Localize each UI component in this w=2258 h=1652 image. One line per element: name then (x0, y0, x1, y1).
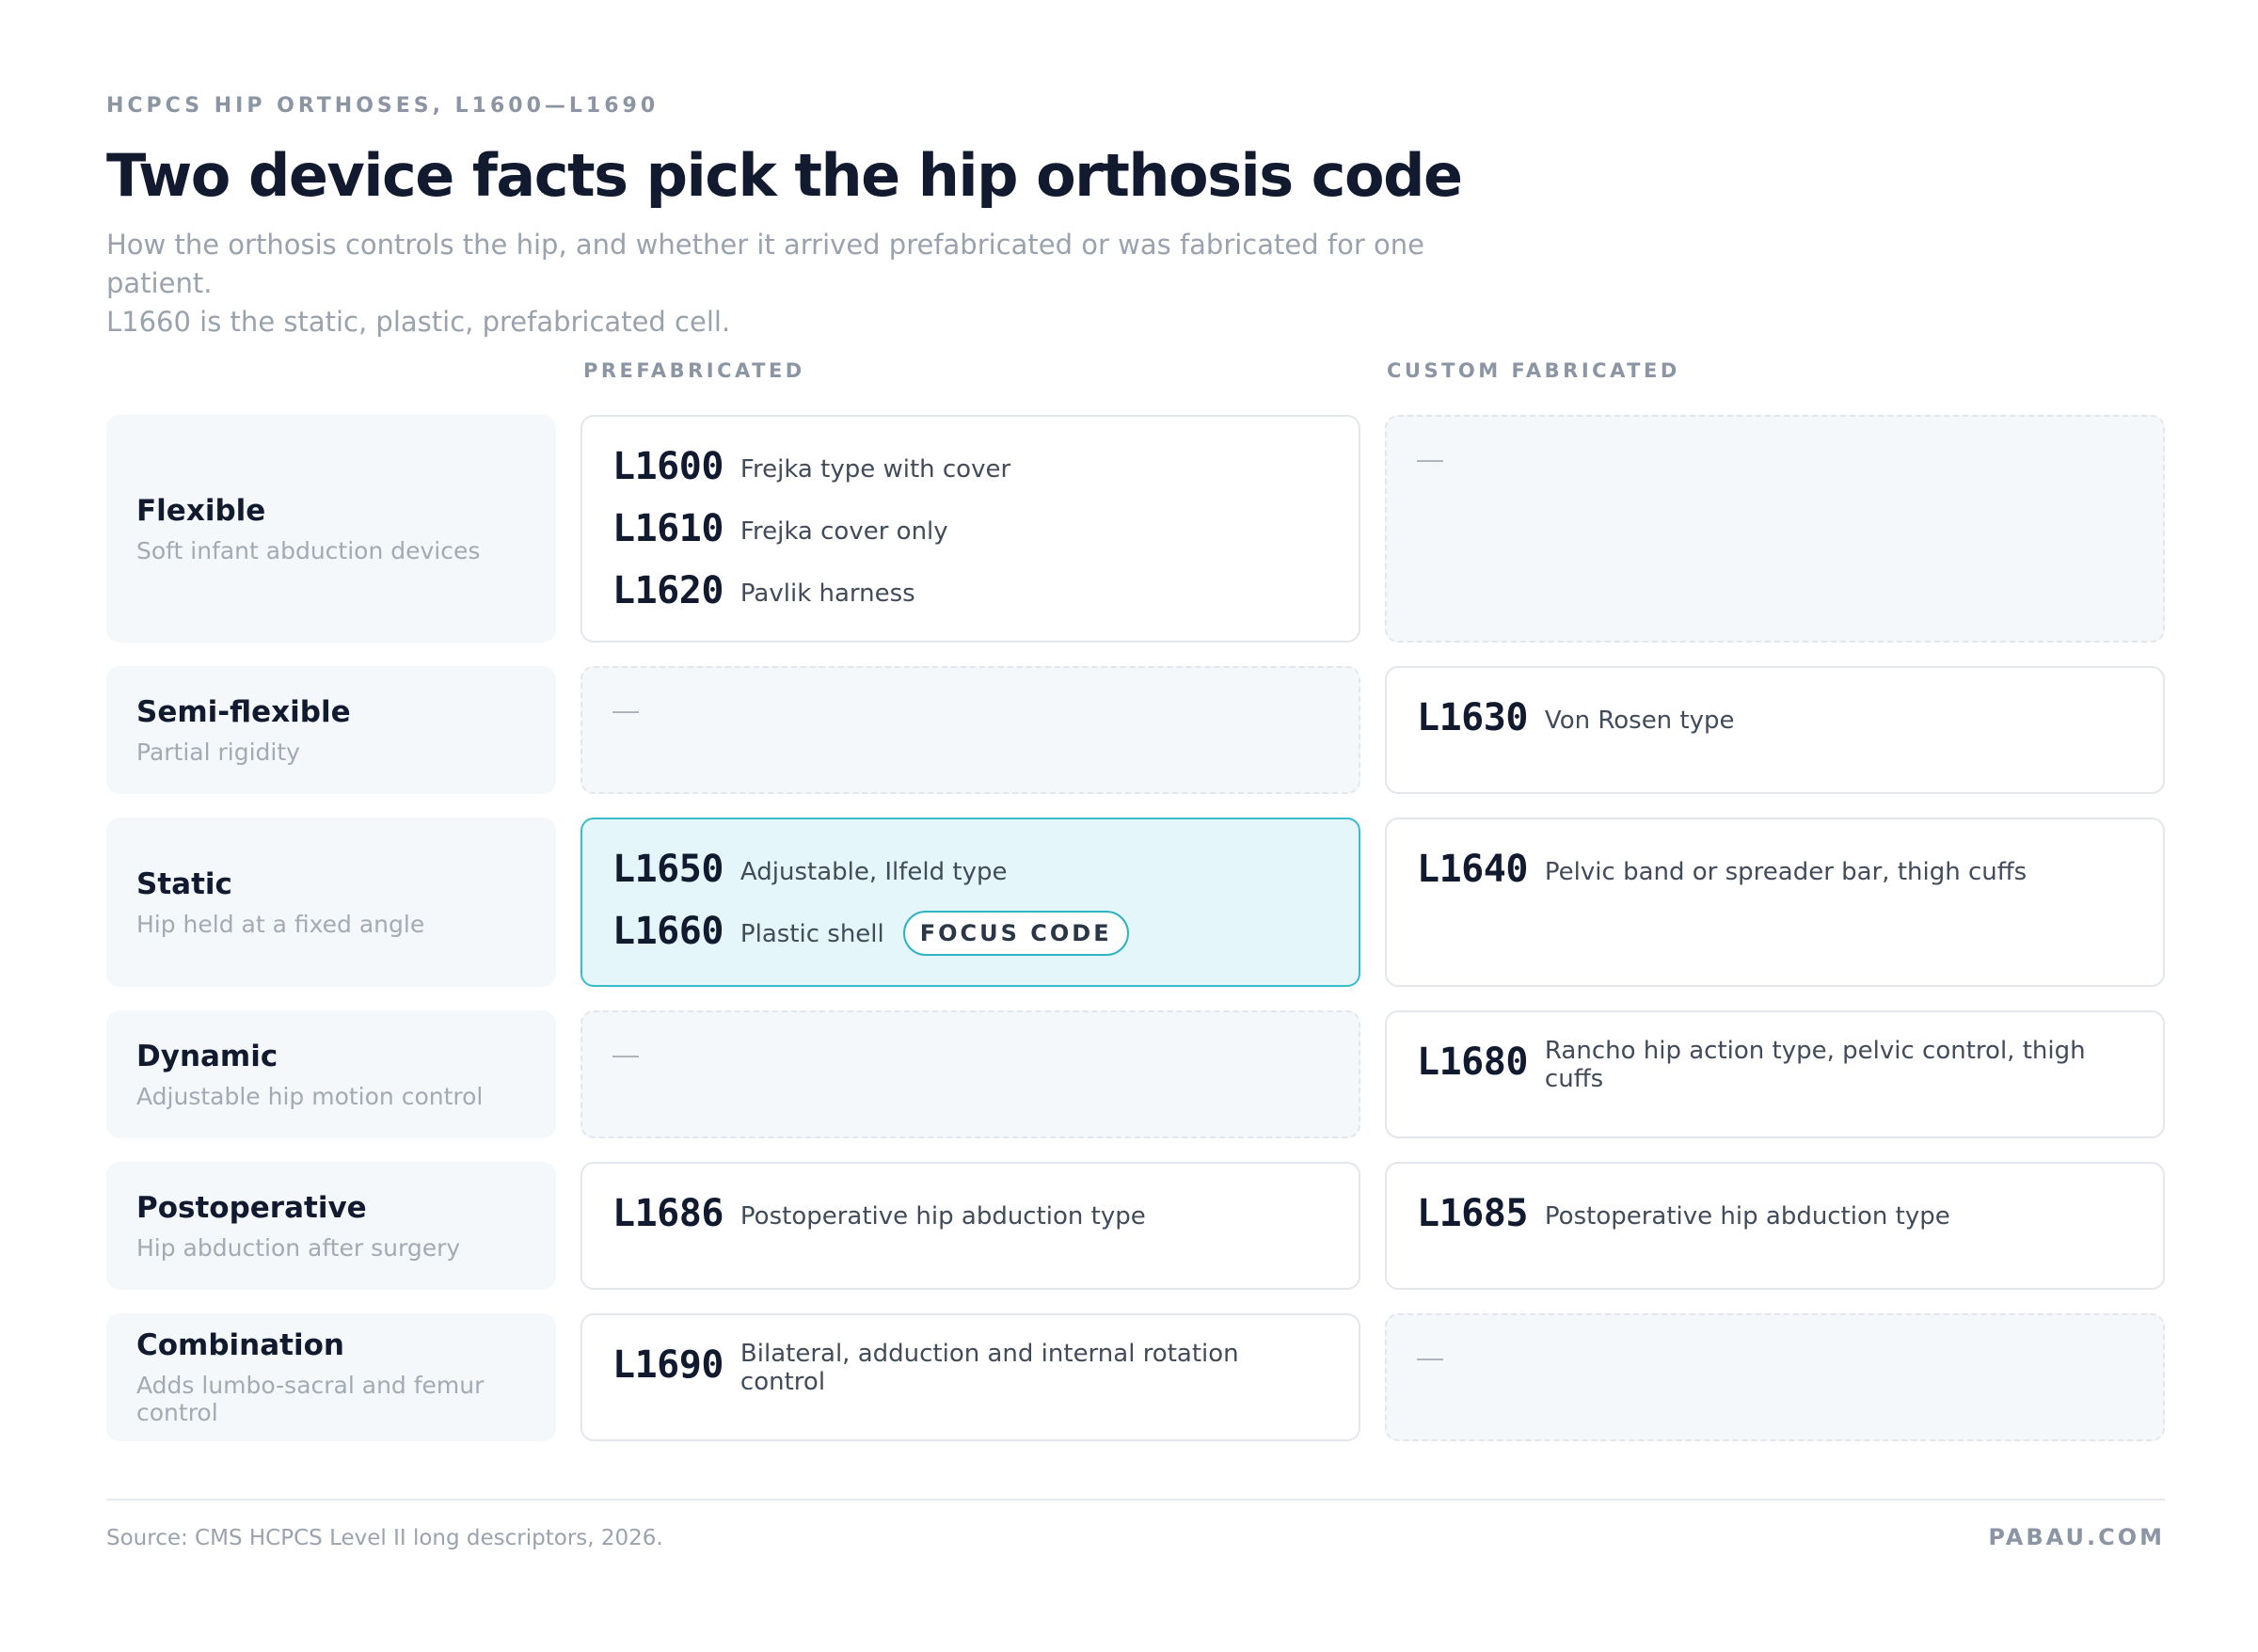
matrix-row-postoperative: Postoperative Hip abduction after surger… (106, 1162, 2165, 1290)
empty-marker: — (612, 1040, 639, 1069)
row-header-name: Postoperative (136, 1190, 367, 1225)
code-label: L1650 (612, 848, 724, 891)
code-description: Postoperative hip abduction type (1544, 1202, 1950, 1231)
row-header-name: Combination (136, 1328, 344, 1362)
code-entry: L1610 Frejka cover only (612, 507, 1328, 550)
row-header-desc: Adds lumbo-sacral and femur control (136, 1372, 485, 1426)
cell-prefabricated: L1690 Bilateral, adduction and internal … (580, 1313, 1360, 1441)
matrix-row-semi-flexible: Semi-flexible Partial rigidity — L1630 V… (106, 666, 2165, 794)
code-entry: L1640 Pelvic band or spreader bar, thigh… (1417, 848, 2133, 891)
matrix-row-dynamic: Dynamic Adjustable hip motion control — … (106, 1010, 2165, 1138)
code-entry: L1620 Pavlik harness (612, 569, 1328, 612)
row-header: Combination Adds lumbo-sacral and femur … (106, 1313, 556, 1441)
code-description: Rancho hip action type, pelvic control, … (1544, 1037, 2086, 1093)
cell-custom-empty: — (1385, 415, 2165, 643)
code-entry: L1685 Postoperative hip abduction type (1417, 1192, 2133, 1235)
code-description: Postoperative hip abduction type (739, 1202, 1146, 1231)
cell-custom: L1640 Pelvic band or spreader bar, thigh… (1385, 818, 2165, 987)
cell-prefabricated-empty: — (580, 666, 1360, 794)
code-label: L1680 (1417, 1040, 1528, 1084)
cell-custom: L1630 Von Rosen type (1385, 666, 2165, 794)
code-label: L1640 (1417, 848, 1528, 891)
row-header: Semi-flexible Partial rigidity (106, 666, 556, 794)
cell-custom-empty: — (1385, 1313, 2165, 1441)
row-header-desc: Hip abduction after surgery (136, 1233, 461, 1262)
code-label: L1690 (612, 1343, 724, 1387)
code-label: L1610 (612, 507, 724, 550)
code-description: Adjustable, Ilfeld type (739, 858, 1008, 886)
code-description: Plastic shell (739, 920, 884, 948)
page-title: Two device facts pick the hip orthosis c… (106, 141, 1463, 210)
subtitle-line-2: L1660 is the static, plastic, prefabrica… (106, 306, 731, 338)
code-label: L1660 (612, 910, 724, 953)
empty-marker: — (1417, 1342, 1443, 1372)
code-description: Pavlik harness (739, 580, 915, 608)
row-header-name: Dynamic (136, 1039, 278, 1073)
matrix-row-static: Static Hip held at a fixed angle L1650 A… (106, 818, 2165, 987)
row-header: Static Hip held at a fixed angle (106, 818, 556, 987)
row-header-desc: Hip held at a fixed angle (136, 910, 425, 938)
code-description: Frejka cover only (739, 517, 948, 546)
code-entry: L1630 Von Rosen type (1417, 696, 2133, 739)
empty-marker: — (612, 695, 639, 724)
code-label: L1600 (612, 445, 724, 488)
code-entry: L1690 Bilateral, adduction and internal … (612, 1340, 1328, 1396)
code-description: Von Rosen type (1544, 707, 1735, 735)
row-header-desc: Soft infant abduction devices (136, 536, 481, 564)
page-subtitle: How the orthosis controls the hip, and w… (106, 226, 1518, 342)
source-note: Source: CMS HCPCS Level II long descript… (106, 1526, 663, 1550)
matrix-row-combination: Combination Adds lumbo-sacral and femur … (106, 1313, 2165, 1441)
cell-prefabricated-focus: L1650 Adjustable, Ilfeld type L1660 Plas… (580, 818, 1360, 987)
code-entry: L1650 Adjustable, Ilfeld type (612, 848, 1328, 891)
column-header-custom-fabricated: CUSTOM FABRICATED (1387, 359, 1680, 382)
cell-custom: L1685 Postoperative hip abduction type (1385, 1162, 2165, 1290)
row-header-name: Semi-flexible (136, 694, 351, 729)
row-header-desc: Adjustable hip motion control (136, 1082, 484, 1110)
code-description: Frejka type with cover (739, 455, 1011, 484)
row-header-name: Flexible (136, 493, 266, 528)
matrix-row-flexible: Flexible Soft infant abduction devices L… (106, 415, 2165, 643)
row-header-name: Static (136, 866, 232, 901)
code-label: L1620 (612, 569, 724, 612)
cell-custom: L1680 Rancho hip action type, pelvic con… (1385, 1010, 2165, 1138)
eyebrow: HCPCS HIP ORTHOSES, L1600—L1690 (106, 94, 660, 118)
focus-code-badge: FOCUS CODE (902, 911, 1129, 956)
code-label: L1686 (612, 1192, 724, 1235)
row-header: Postoperative Hip abduction after surger… (106, 1162, 556, 1290)
code-description: Pelvic band or spreader bar, thigh cuffs (1544, 858, 2027, 886)
empty-marker: — (1417, 444, 1443, 473)
subtitle-line-1: How the orthosis controls the hip, and w… (106, 229, 1424, 299)
cell-prefabricated: L1686 Postoperative hip abduction type (580, 1162, 1360, 1290)
code-entry-focus: L1660 Plastic shell FOCUS CODE (612, 910, 1328, 956)
row-header: Dynamic Adjustable hip motion control (106, 1010, 556, 1138)
row-header-desc: Partial rigidity (136, 738, 300, 766)
cell-prefabricated: L1600 Frejka type with cover L1610 Frejk… (580, 415, 1360, 643)
code-description: Bilateral, adduction and internal rotati… (739, 1340, 1239, 1396)
code-label: L1685 (1417, 1192, 1528, 1235)
footer-divider (106, 1499, 2165, 1501)
cell-prefabricated-empty: — (580, 1010, 1360, 1138)
code-entry: L1686 Postoperative hip abduction type (612, 1192, 1328, 1235)
column-header-prefabricated: PREFABRICATED (583, 359, 805, 382)
brand-mark: PABAU.COM (1988, 1524, 2165, 1550)
row-header: Flexible Soft infant abduction devices (106, 415, 556, 643)
code-entry: L1600 Frejka type with cover (612, 445, 1328, 488)
code-entry: L1680 Rancho hip action type, pelvic con… (1417, 1037, 2133, 1093)
code-label: L1630 (1417, 696, 1528, 739)
